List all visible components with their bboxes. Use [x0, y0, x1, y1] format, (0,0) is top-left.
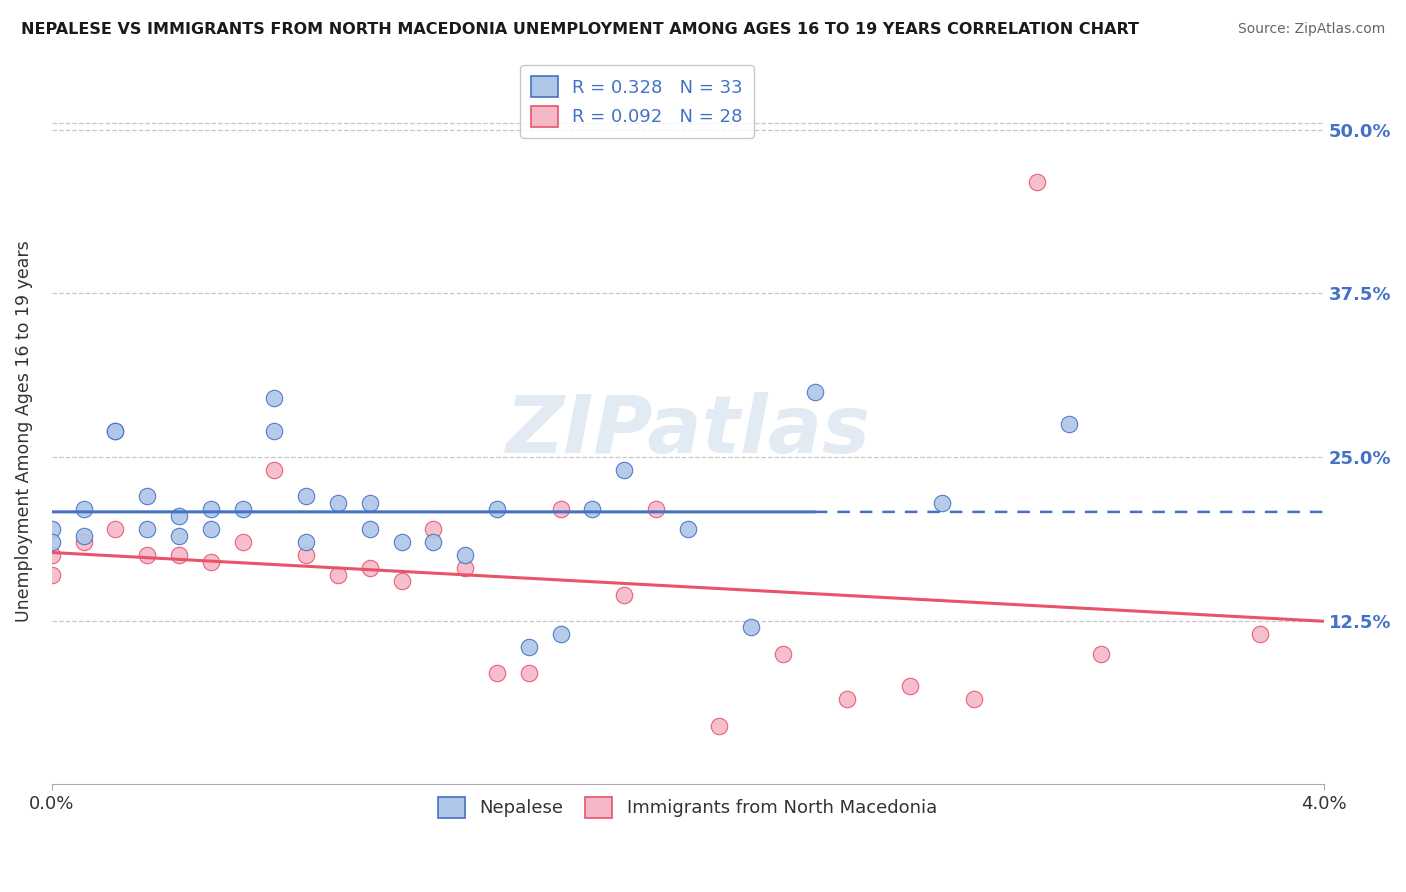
- Point: [41, 535, 63, 549]
- Point: [644, 502, 666, 516]
- Point: [740, 620, 762, 634]
- Point: [200, 502, 222, 516]
- Point: [454, 549, 477, 563]
- Text: Source: ZipAtlas.com: Source: ZipAtlas.com: [1237, 22, 1385, 37]
- Point: [1249, 627, 1271, 641]
- Point: [391, 535, 413, 549]
- Point: [72, 535, 94, 549]
- Point: [72, 529, 94, 543]
- Point: [772, 647, 794, 661]
- Point: [359, 561, 381, 575]
- Point: [41, 568, 63, 582]
- Point: [898, 679, 921, 693]
- Point: [104, 522, 127, 536]
- Point: [613, 463, 636, 477]
- Point: [1090, 647, 1112, 661]
- Point: [485, 666, 508, 681]
- Point: [517, 640, 540, 654]
- Point: [41, 549, 63, 563]
- Point: [263, 391, 285, 405]
- Point: [804, 384, 827, 399]
- Point: [359, 496, 381, 510]
- Point: [709, 718, 731, 732]
- Point: [326, 568, 349, 582]
- Point: [136, 489, 159, 503]
- Text: ZIPatlas: ZIPatlas: [505, 392, 870, 470]
- Point: [231, 535, 253, 549]
- Point: [676, 522, 699, 536]
- Point: [581, 502, 603, 516]
- Point: [326, 496, 349, 510]
- Legend: Nepalese, Immigrants from North Macedonia: Nepalese, Immigrants from North Macedoni…: [432, 789, 945, 825]
- Point: [263, 463, 285, 477]
- Point: [295, 489, 318, 503]
- Point: [931, 496, 953, 510]
- Point: [104, 424, 127, 438]
- Point: [136, 522, 159, 536]
- Point: [295, 535, 318, 549]
- Point: [835, 692, 858, 706]
- Point: [167, 509, 190, 524]
- Point: [136, 549, 159, 563]
- Point: [550, 627, 572, 641]
- Point: [1026, 175, 1049, 189]
- Text: NEPALESE VS IMMIGRANTS FROM NORTH MACEDONIA UNEMPLOYMENT AMONG AGES 16 TO 19 YEA: NEPALESE VS IMMIGRANTS FROM NORTH MACEDO…: [21, 22, 1139, 37]
- Point: [613, 588, 636, 602]
- Point: [167, 529, 190, 543]
- Point: [454, 561, 477, 575]
- Point: [72, 502, 94, 516]
- Point: [200, 522, 222, 536]
- Point: [422, 522, 444, 536]
- Point: [1057, 417, 1080, 432]
- Point: [263, 424, 285, 438]
- Point: [231, 502, 253, 516]
- Point: [41, 522, 63, 536]
- Point: [391, 574, 413, 589]
- Point: [200, 555, 222, 569]
- Point: [295, 549, 318, 563]
- Point: [104, 424, 127, 438]
- Point: [550, 502, 572, 516]
- Point: [963, 692, 986, 706]
- Point: [485, 502, 508, 516]
- Point: [359, 522, 381, 536]
- Point: [167, 549, 190, 563]
- Y-axis label: Unemployment Among Ages 16 to 19 years: Unemployment Among Ages 16 to 19 years: [15, 240, 32, 622]
- Point: [517, 666, 540, 681]
- Point: [422, 535, 444, 549]
